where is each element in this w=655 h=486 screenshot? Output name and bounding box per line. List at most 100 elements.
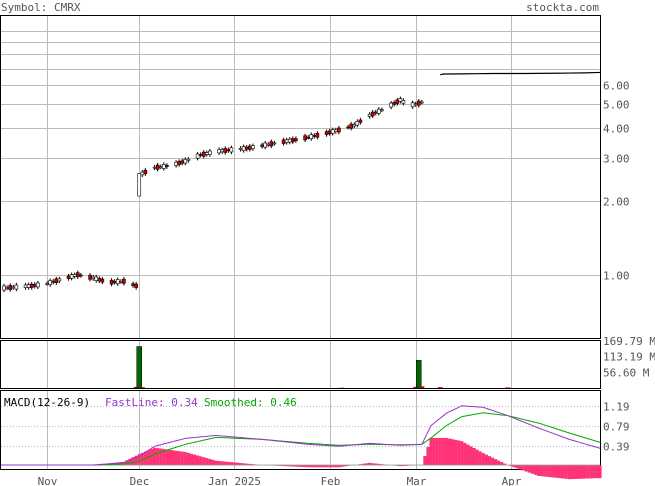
price-line [440,71,601,76]
macd-histogram-bar [340,465,344,467]
candle-body [183,159,188,164]
candle-body [72,274,77,277]
price-panel [0,15,601,339]
macd-histogram-bar [447,438,452,466]
candle-body [32,284,37,287]
macd-smoothed-label: Smoothed: 0.46 [204,396,297,409]
macd-histogram-bar [321,465,326,468]
x-tick-label: Apr [502,475,522,486]
macd-histogram-bar [174,450,178,466]
candle-body [324,131,329,135]
candle-body [57,278,62,282]
macd-histogram-bar [300,465,304,467]
candle-body [5,287,9,289]
candle-body [251,145,255,150]
candle-body [389,102,393,108]
macd-histogram-bar [177,451,181,466]
volume-tick-label: 113.19 M [603,351,655,364]
macd-histogram-bar [481,453,485,466]
macd-histogram-bar [555,465,559,478]
macd-histogram-bar [282,465,286,467]
candle-body [112,280,117,283]
macd-histogram-bar [217,460,221,466]
macd-histogram-bar [527,465,531,473]
macd-histogram-bar [361,463,366,466]
price-tick-label: 1.00 [603,270,630,283]
volume-bar [505,387,511,388]
candle-body [205,152,209,155]
candle-body [137,173,142,197]
price-tick-label: 5.00 [603,99,630,112]
macd-histogram-bar [543,465,547,477]
price-tick-label: 4.00 [603,123,630,136]
candle-body [2,285,6,291]
macd-histogram-bar [583,465,587,479]
candle-body [66,275,71,279]
macd-histogram-bar [251,464,255,466]
macd-histogram-bar [294,465,298,467]
candle-body [174,161,178,166]
macd-histogram-bar [137,454,141,466]
macd-histogram-bar [592,465,596,479]
macd-histogram-bar [371,463,375,466]
candle-body [23,284,28,288]
price-tick-label: 2.00 [603,196,630,209]
candle-body [88,274,92,280]
macd-histogram-bar [288,465,292,467]
candle-body [303,135,307,141]
macd-histogram-bar [278,465,283,466]
macd-histogram-bar [159,448,163,466]
x-tick-label: Feb [321,475,341,486]
macd-histogram-bar [358,464,362,466]
macd-histogram-bar [291,465,295,467]
macd-histogram-bar [346,465,350,466]
macd-tick-label: 0.79 [603,421,630,434]
macd-histogram-bar [189,453,194,466]
candle-body [272,142,277,145]
candle-body [36,282,40,288]
candle-body [358,119,363,123]
candle-body [109,279,114,285]
macd-histogram-bar [195,455,200,466]
macd-histogram-bar [156,448,160,466]
candle-body [330,129,335,134]
macd-histogram-bar [469,446,473,466]
candle-body [309,134,314,139]
macd-histogram-bar [235,462,240,466]
macd-histogram-bar [192,454,197,466]
volume-tick-label: 56.60 M [603,366,650,379]
macd-histogram-bar [460,441,464,466]
macd-histogram-bar [325,465,329,468]
macd-histogram-bar [374,463,378,466]
macd-histogram-bar [168,449,172,466]
macd-fastline-label: FastLine: 0.34 [105,396,198,409]
x-tick-label: Mar [407,475,427,486]
macd-histogram-bar [546,465,550,477]
volume-bar [437,387,443,388]
candle-body [260,144,264,147]
candle-body [97,278,102,282]
macd-histogram-bar [487,456,492,466]
candle-body [337,127,341,133]
candle-body [195,153,200,159]
macd-histogram-bar [475,449,479,466]
macd-histogram-bar [512,465,516,468]
macd-histogram-bar [454,439,458,466]
macd-histogram-bar [423,456,427,466]
macd-histogram-bar [248,463,252,466]
candle-body [208,150,212,155]
macd-histogram-bar [245,463,249,466]
candle-body [69,274,74,279]
candle-body [152,166,157,169]
macd-histogram-bar [497,460,501,466]
macd-histogram-bar [149,448,154,466]
macd-histogram-bar [199,456,203,466]
macd-histogram-bar [364,463,369,466]
macd-histogram-bar [536,465,541,476]
macd-histogram-bar [540,465,544,477]
macd-histogram-bar [503,463,507,466]
candle-body [226,149,231,151]
candle-body [416,100,421,106]
macd-histogram-bar [521,465,525,471]
macd-histogram-bar [328,465,332,468]
